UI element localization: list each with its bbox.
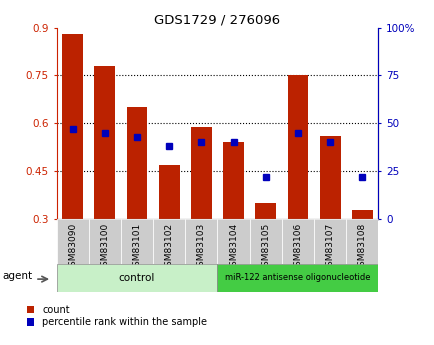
- Bar: [351, 209, 372, 219]
- Text: GSM83103: GSM83103: [197, 223, 205, 272]
- Bar: [313, 219, 345, 264]
- Bar: [89, 219, 121, 264]
- Bar: [126, 107, 147, 219]
- Bar: [191, 127, 211, 219]
- Text: GSM83104: GSM83104: [229, 223, 237, 272]
- Text: GSM83108: GSM83108: [357, 223, 366, 272]
- Text: GSM83090: GSM83090: [68, 223, 77, 272]
- Bar: [153, 219, 185, 264]
- Bar: [217, 264, 378, 292]
- Bar: [121, 219, 153, 264]
- Bar: [185, 219, 217, 264]
- Bar: [319, 136, 340, 219]
- Text: GSM83106: GSM83106: [293, 223, 302, 272]
- Bar: [255, 203, 276, 219]
- Bar: [345, 219, 378, 264]
- Bar: [249, 219, 281, 264]
- Bar: [217, 219, 249, 264]
- Text: control: control: [118, 273, 155, 283]
- Text: GSM83101: GSM83101: [132, 223, 141, 272]
- Bar: [281, 219, 313, 264]
- Bar: [158, 165, 179, 219]
- Bar: [56, 219, 89, 264]
- Text: GSM83100: GSM83100: [100, 223, 109, 272]
- Bar: [287, 76, 308, 219]
- Text: miR-122 antisense oligonucleotide: miR-122 antisense oligonucleotide: [225, 273, 370, 282]
- Text: GSM83102: GSM83102: [164, 223, 173, 272]
- Bar: [223, 142, 243, 219]
- Text: agent: agent: [3, 272, 33, 281]
- Bar: [94, 66, 115, 219]
- Text: GSM83105: GSM83105: [261, 223, 270, 272]
- Text: GSM83107: GSM83107: [325, 223, 334, 272]
- Bar: [62, 34, 83, 219]
- Title: GDS1729 / 276096: GDS1729 / 276096: [154, 13, 280, 27]
- Legend: count, percentile rank within the sample: count, percentile rank within the sample: [26, 305, 207, 327]
- Bar: [56, 264, 217, 292]
